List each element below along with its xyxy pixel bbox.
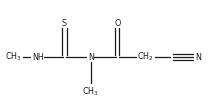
Text: CH$_2$: CH$_2$ [137,51,154,64]
Text: N: N [195,53,201,62]
Text: N: N [88,53,94,62]
Text: S: S [62,19,67,28]
Text: CH$_3$: CH$_3$ [82,85,99,98]
Text: O: O [114,19,120,28]
Text: CH$_3$: CH$_3$ [5,51,22,64]
Text: NH: NH [32,53,44,62]
